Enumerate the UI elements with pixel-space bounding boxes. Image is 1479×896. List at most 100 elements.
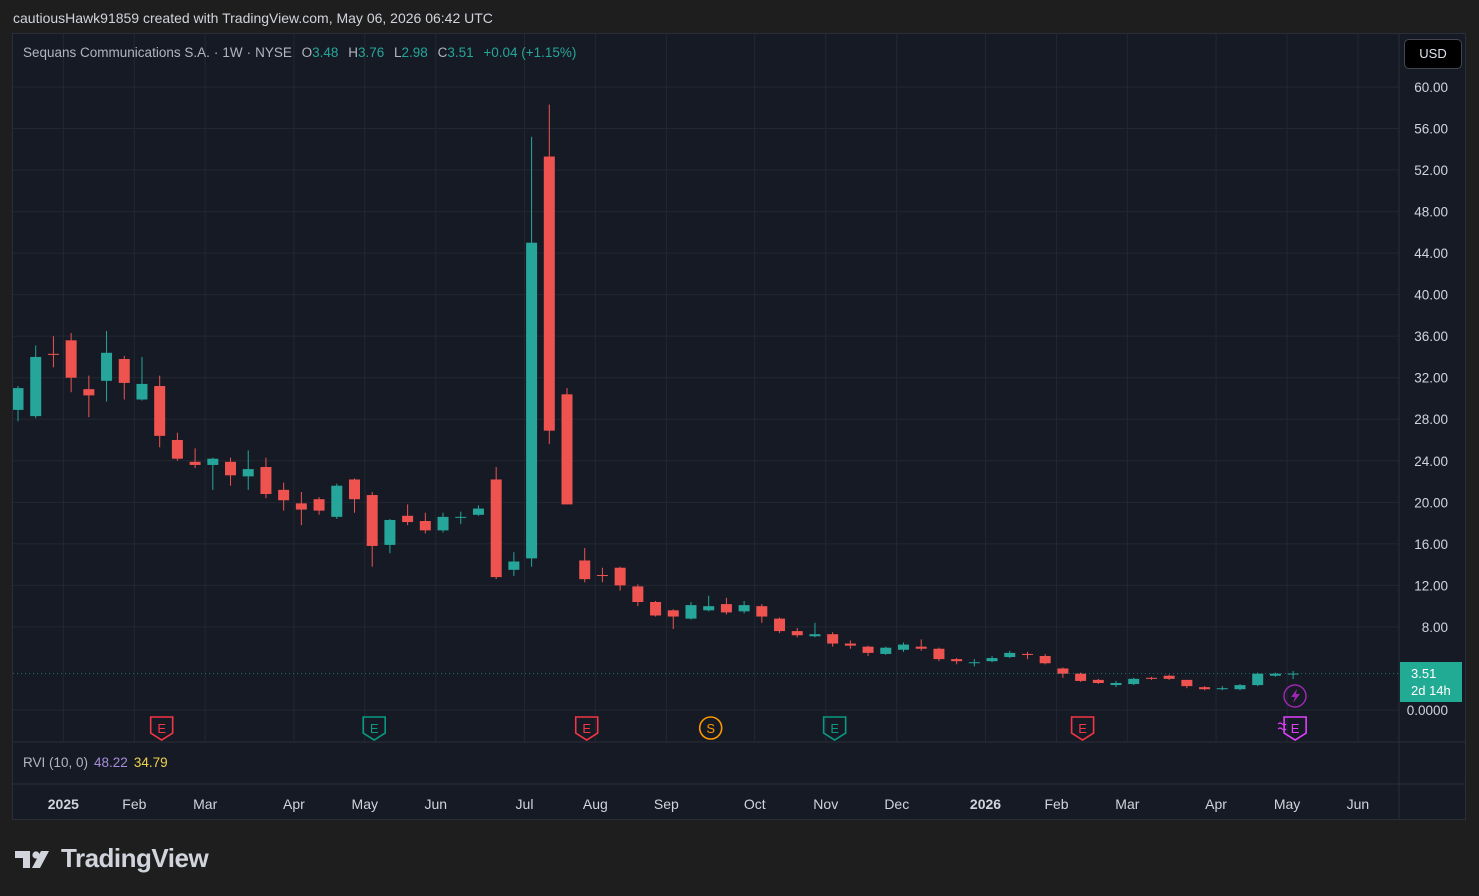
price-tick-label: 44.00 (1414, 246, 1448, 261)
symbol-name[interactable]: Sequans Communications S.A. (23, 45, 210, 60)
candle (614, 566, 626, 591)
candle-body (1039, 656, 1051, 664)
candle (720, 597, 732, 615)
candle-body (1092, 679, 1104, 684)
grid-lines (13, 34, 1399, 742)
candle-body (207, 458, 219, 465)
symbol-legend[interactable]: Sequans Communications S.A. · 1W · NYSE O3.4… (23, 45, 577, 60)
candle (986, 656, 998, 663)
low-value: 2.98 (401, 45, 428, 60)
indicator-name[interactable]: RVI (10, 0) (23, 755, 89, 770)
candle-body (667, 610, 679, 617)
earnings-event-icon[interactable]: E (822, 716, 847, 741)
candle-body (951, 659, 963, 662)
candle (189, 448, 201, 469)
candle-body (650, 602, 662, 616)
candle (933, 647, 945, 662)
candle-body (1252, 673, 1264, 686)
event-letter: E (1078, 721, 1087, 736)
price-tick-label: 52.00 (1414, 163, 1448, 178)
time-tick-label: Nov (813, 796, 838, 812)
candle-body (543, 156, 555, 431)
candle (242, 450, 254, 490)
candle-body (384, 519, 396, 545)
candle (1021, 651, 1033, 660)
candle-body (313, 499, 325, 511)
candle-body (83, 389, 95, 396)
earnings-event-icon[interactable]: E (574, 716, 599, 741)
indicator-legend[interactable]: RVI (10, 0) 48.22 34.79 (23, 755, 168, 770)
candle (472, 505, 484, 516)
candle-body (827, 634, 839, 644)
candle-body (437, 516, 449, 531)
brand-logo[interactable]: TradingView (15, 843, 209, 874)
lightning-icon[interactable] (1283, 684, 1307, 708)
candle-body (596, 575, 608, 577)
earnings-event-icon[interactable]: E (1070, 716, 1095, 741)
candle-body (1110, 683, 1122, 686)
candle (898, 642, 909, 652)
candle (1128, 677, 1140, 686)
chart-canvas[interactable]: 60.00 56.00 52.00 48.00 44.00 40.00 36.00 32.00… (13, 34, 1465, 819)
candle-body (278, 489, 290, 501)
candle (1075, 672, 1087, 682)
candle (1039, 653, 1051, 665)
candle (13, 386, 24, 422)
candle-body (1216, 688, 1228, 690)
price-tick-label: 8.00 (1422, 620, 1448, 635)
split-event-icon[interactable]: S (698, 716, 723, 740)
close-value: 3.51 (447, 45, 474, 60)
time-tick-label: Jul (516, 796, 534, 812)
candle-body (101, 352, 113, 381)
candle (756, 604, 768, 623)
candle-body (189, 461, 201, 465)
candle-body (1021, 653, 1033, 655)
time-tick-label: Apr (1205, 796, 1227, 812)
price-tick-label: 40.00 (1414, 288, 1448, 303)
candle (561, 388, 573, 505)
price-tick-label: 56.00 (1414, 121, 1448, 136)
candle (738, 600, 750, 614)
candle (844, 640, 856, 649)
candle (384, 518, 396, 554)
candle (1234, 684, 1246, 691)
earnings-event-icon[interactable]: E (149, 716, 174, 741)
candle-body (703, 606, 715, 611)
open-value: 3.48 (312, 45, 339, 60)
time-tick-label: May (1274, 796, 1300, 812)
earnings-event-icon[interactable]: E (362, 716, 386, 741)
candle (419, 512, 431, 534)
price-axis[interactable]: 60.00 56.00 52.00 48.00 44.00 40.00 36.00 32.00… (1407, 80, 1448, 718)
time-axis[interactable]: 2025 Feb Mar Apr May Jun Jul Aug Sep Oct Nov Dec 202… (48, 796, 1369, 812)
chart-frame[interactable]: 60.00 56.00 52.00 48.00 44.00 40.00 36.00 32.00… (12, 33, 1466, 820)
candle-body (933, 648, 945, 660)
candle (667, 609, 679, 630)
candle-body (791, 631, 803, 636)
candle (703, 595, 715, 612)
candle (171, 432, 183, 461)
time-tick-label: Oct (744, 796, 766, 812)
candle (1287, 670, 1299, 680)
candle-body (490, 479, 502, 578)
candle (791, 627, 803, 638)
event-letter: E (1291, 721, 1300, 736)
candle (650, 600, 662, 617)
price-tick-label: 24.00 (1414, 454, 1448, 469)
candle-body (30, 356, 42, 417)
candle-body (1234, 685, 1246, 690)
candle-body (118, 359, 130, 383)
candle-body (508, 561, 520, 570)
time-tick-label: Mar (193, 796, 217, 812)
candle (685, 602, 697, 620)
currency-button[interactable]: USD (1404, 39, 1462, 69)
time-tick-label: Feb (1044, 796, 1068, 812)
price-tick-label: 16.00 (1414, 537, 1448, 552)
candle-body (632, 586, 644, 603)
candle-body (136, 383, 148, 400)
close-label: C (437, 45, 448, 60)
time-tick-label: 2025 (48, 796, 79, 812)
candle (632, 584, 644, 607)
earnings-event-icon[interactable]: E (1277, 716, 1307, 741)
time-tick-label: Aug (583, 796, 608, 812)
